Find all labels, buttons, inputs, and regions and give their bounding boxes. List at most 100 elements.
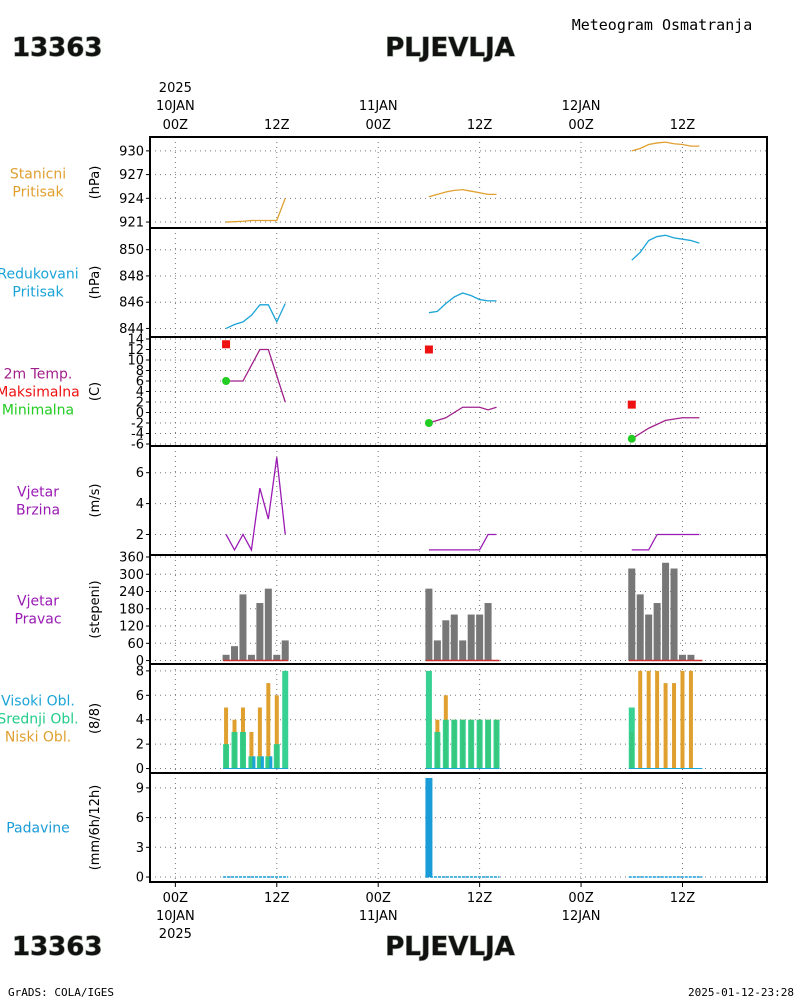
- y-tick-label: 921: [119, 216, 144, 231]
- wind-dir-bar: [273, 654, 281, 661]
- cloud-low-bar: [257, 707, 262, 769]
- series-line: [631, 417, 700, 440]
- cloud-mid-bar: [231, 731, 238, 769]
- wind-dir-bar: [231, 646, 239, 661]
- panel-label: Maksimalna: [0, 385, 80, 401]
- top-time-axis: 00Z 10JAN 12Z 00Z 11JAN 12Z 00Z 12JAN 12Z 2025: [156, 81, 695, 133]
- y-axis-label: (stepeni): [88, 580, 103, 638]
- cloud-high-bar: [260, 756, 264, 769]
- wind-dir-bar: [433, 640, 441, 661]
- panel-label: 2m Temp.: [4, 367, 73, 383]
- wind-dir-bar: [425, 588, 433, 661]
- tmin-marker: [424, 419, 433, 427]
- y-tick-label: 360: [119, 551, 144, 566]
- panel-6: 0 2 4 6 8 (8/8) Visoki Obl. Srednji Obl. Niski O…: [0, 663, 768, 777]
- cloud-low-bar: [680, 670, 685, 769]
- y-tick-label: 2: [136, 738, 144, 753]
- y-tick-label: 8: [136, 664, 144, 679]
- wind-dir-bar: [645, 614, 653, 661]
- top-hour-label: 12Z: [670, 118, 696, 133]
- series-line: [631, 141, 700, 152]
- panel-frame: [149, 227, 768, 338]
- panel-label: Niski Obl.: [5, 730, 71, 746]
- y-axis-label: (mm/6h/12h): [88, 785, 103, 871]
- y-tick-label: 844: [119, 322, 144, 337]
- panel-frame: [149, 336, 768, 447]
- cloud-mid-bar: [434, 731, 441, 769]
- station-name-top: PLJEVLJA: [385, 33, 515, 63]
- y-tick-label: 6: [136, 375, 144, 390]
- wind-dir-bar: [628, 568, 636, 661]
- y-tick-label: 3: [136, 841, 144, 856]
- panel-label: Redukovani: [0, 267, 79, 283]
- tmin-marker: [222, 377, 231, 385]
- y-axis-label: (m/s): [88, 484, 103, 518]
- panel-5: 0 60 120 180 240 300 360 (stepeni) Vjetar Pravac: [14, 551, 768, 669]
- top-hour-label: 12Z: [264, 118, 290, 133]
- panel-label: Padavine: [6, 821, 70, 837]
- panel-2: 844 846 848 850 (hPa) Redukovani Pritisak: [0, 227, 768, 338]
- y-tick-label: 848: [119, 269, 144, 284]
- product-title: Meteogram Osmatranja: [572, 16, 753, 34]
- y-tick-label: 240: [119, 585, 144, 600]
- top-date-label: 12JAN: [562, 99, 601, 114]
- cloud-low-bar: [224, 707, 229, 769]
- wind-dir-bar: [247, 654, 255, 661]
- top-year-label: 2025: [159, 81, 192, 96]
- panel-label: Pritisak: [12, 185, 64, 201]
- panel-4: 2 4 6 (m/s) Vjetar Brzina: [16, 445, 768, 556]
- cloud-mid-bar: [239, 731, 246, 769]
- cloud-mid-bar: [468, 719, 475, 769]
- bottom-date-label: 11JAN: [359, 909, 398, 924]
- y-tick-label: 14: [127, 333, 144, 348]
- bottom-hour-label: 12Z: [264, 891, 290, 906]
- y-tick-label: 120: [119, 620, 144, 635]
- cloud-mid-bar: [223, 744, 230, 769]
- y-tick-label: 0: [136, 406, 144, 421]
- y-tick-label: 2: [136, 396, 144, 411]
- panel-frame: [149, 136, 768, 229]
- footer-software: GrADS: COLA/IGES: [8, 986, 114, 999]
- y-tick-label: 846: [119, 296, 144, 311]
- wind-dir-bar: [653, 603, 661, 661]
- series-line: [428, 533, 497, 551]
- wind-dir-bar: [459, 640, 467, 661]
- bottom-date-label: 10JAN: [156, 909, 195, 924]
- tmin-marker: [627, 434, 636, 443]
- y-tick-label: 6: [136, 811, 144, 826]
- y-axis-label: (8/8): [88, 703, 103, 734]
- station-id-top: 13363: [12, 33, 102, 63]
- y-tick-label: 6: [136, 689, 144, 704]
- wind-dir-bar: [239, 594, 247, 661]
- wind-dir-bar: [484, 603, 492, 661]
- wind-dir-bar: [467, 614, 475, 661]
- panel-label: Pritisak: [12, 285, 64, 301]
- bottom-hour-label: 12Z: [467, 891, 493, 906]
- panel-label: Vjetar: [17, 594, 59, 610]
- panel-label: Brzina: [16, 503, 60, 519]
- top-hour-label: 00Z: [163, 118, 189, 133]
- cloud-mid-bar: [425, 670, 432, 769]
- bottom-hour-label: 00Z: [568, 891, 594, 906]
- cloud-mid-bar: [476, 719, 483, 769]
- series-line: [631, 234, 700, 261]
- panel-frame: [149, 445, 768, 556]
- y-tick-label: 180: [119, 602, 144, 617]
- cloud-low-bar: [249, 731, 254, 769]
- y-tick-label: 4: [136, 497, 144, 512]
- top-date-label: 11JAN: [359, 99, 398, 114]
- y-tick-label: 300: [119, 568, 144, 583]
- y-tick-label: 10: [127, 354, 144, 369]
- bottom-hour-label: 00Z: [365, 891, 391, 906]
- y-tick-label: -6: [131, 438, 144, 453]
- cloud-low-bar: [266, 683, 271, 769]
- cloud-mid-bar: [273, 744, 280, 769]
- tmax-marker: [627, 400, 636, 409]
- y-tick-label: 60: [127, 637, 144, 652]
- top-date-label: 10JAN: [156, 99, 195, 114]
- series-line: [225, 303, 286, 330]
- panel-label: Vjetar: [17, 485, 59, 501]
- y-tick-label: 12: [127, 343, 144, 358]
- wind-dir-bar: [450, 614, 458, 661]
